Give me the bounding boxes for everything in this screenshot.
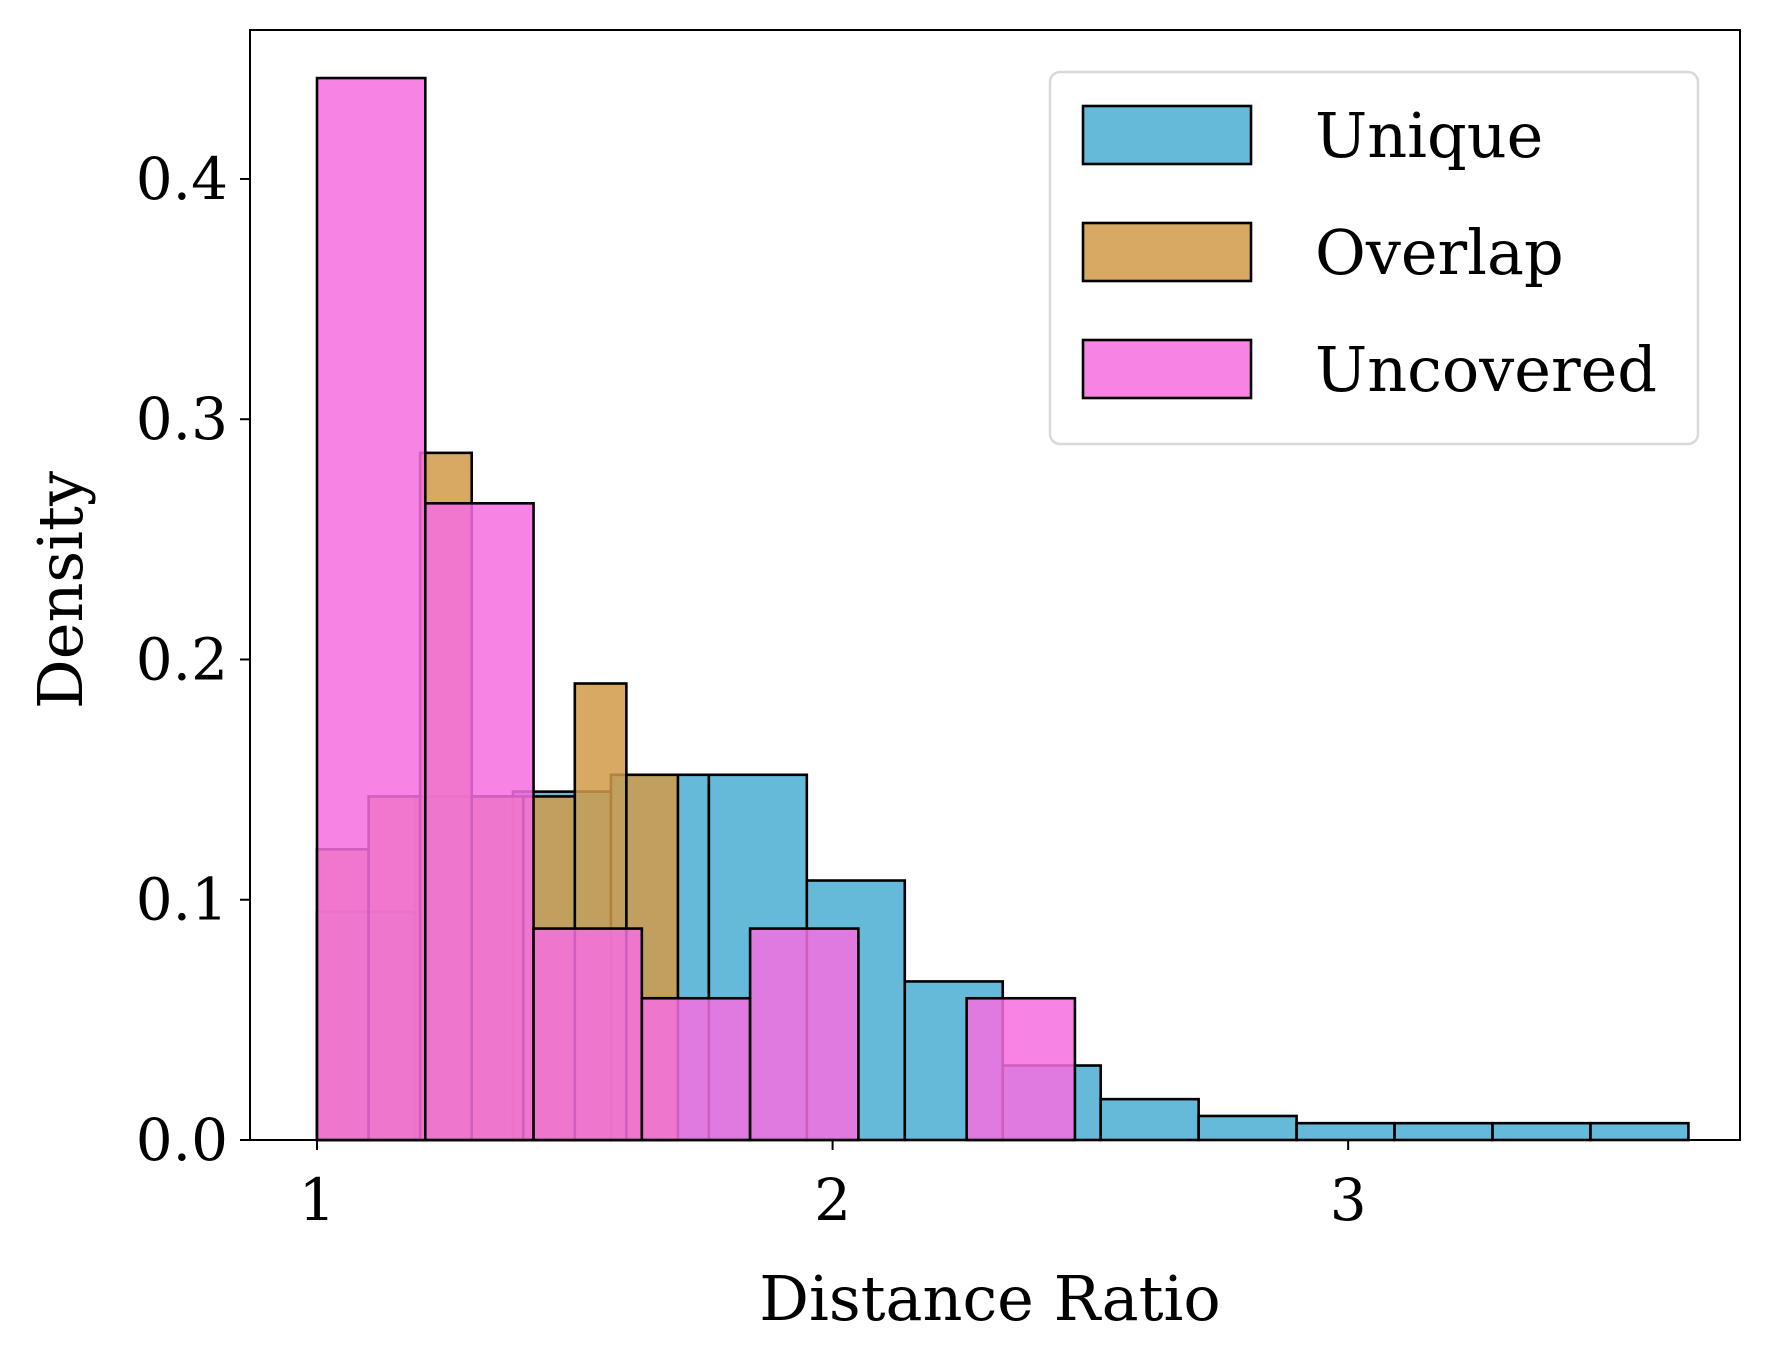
legend-label-unique: Unique xyxy=(1315,99,1543,172)
x-tick-label: 2 xyxy=(814,1166,851,1234)
y-tick-label: 0.0 xyxy=(136,1106,228,1174)
bar-uncovered-2 xyxy=(532,927,644,1142)
bar-uncovered-1 xyxy=(423,502,535,1142)
y-tick-label: 0.3 xyxy=(136,385,228,453)
plot-area xyxy=(315,76,1690,1142)
y-tick-label: 0.4 xyxy=(136,145,228,213)
legend: Unique Overlap Uncovered xyxy=(1048,70,1700,446)
bar-unique-12 xyxy=(1491,1121,1592,1142)
x-tick-label: 1 xyxy=(299,1166,336,1234)
bar-uncovered-3 xyxy=(640,996,752,1142)
bar-unique-8 xyxy=(1099,1097,1200,1142)
legend-label-uncovered: Uncovered xyxy=(1315,333,1657,406)
bar-uncovered-0 xyxy=(315,76,427,1142)
axes: 1 2 3 0.0 0.1 0.2 0.3 0.4 xyxy=(136,29,1741,1234)
legend-swatch-unique xyxy=(1081,104,1253,166)
legend-swatch-overlap xyxy=(1081,221,1253,283)
bar-unique-11 xyxy=(1393,1121,1494,1142)
legend-swatch-uncovered xyxy=(1081,338,1253,400)
x-tick-label: 3 xyxy=(1330,1166,1367,1234)
x-axis-title: Distance Ratio xyxy=(759,1262,1220,1335)
bar-uncovered-6 xyxy=(965,996,1077,1142)
bar-unique-10 xyxy=(1295,1121,1396,1142)
y-axis-title: Density xyxy=(24,471,97,709)
legend-label-overlap: Overlap xyxy=(1315,216,1564,289)
series-uncovered xyxy=(315,76,1077,1142)
bar-unique-13 xyxy=(1589,1121,1690,1142)
bar-unique-9 xyxy=(1197,1114,1298,1142)
y-tick-label: 0.1 xyxy=(136,866,228,934)
bar-uncovered-4 xyxy=(748,927,860,1142)
axes-frame xyxy=(249,29,1741,1141)
y-tick-label: 0.2 xyxy=(136,625,228,693)
